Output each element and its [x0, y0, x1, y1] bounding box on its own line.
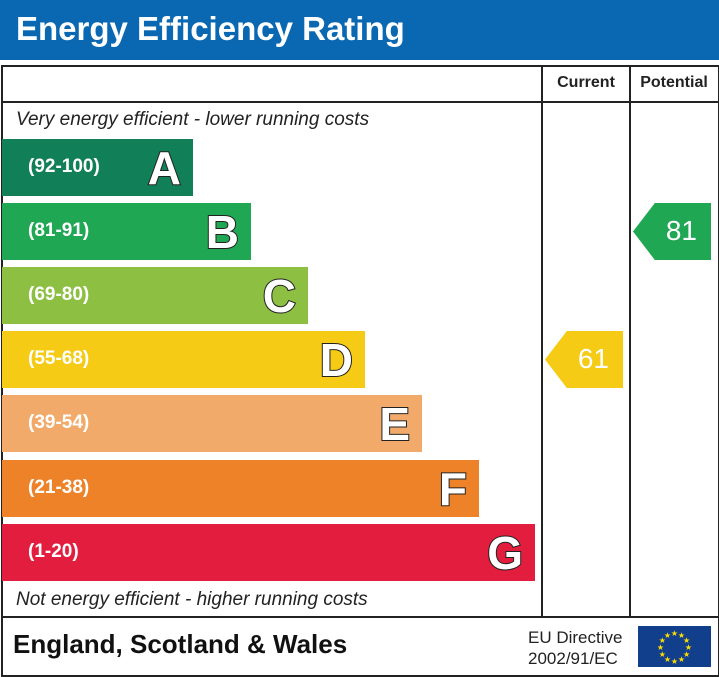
eu-flag-icon: ★ ★ ★ ★ ★ ★ ★ ★ ★ ★ ★ ★ — [638, 626, 711, 667]
band-letter: F — [438, 462, 468, 516]
divider — [1, 101, 718, 103]
eu-directive: EU Directive 2002/91/EC — [528, 627, 622, 669]
star-icon: ★ — [685, 643, 692, 652]
directive-line1: EU Directive — [528, 628, 623, 647]
star-icon: ★ — [683, 636, 690, 645]
band-range: (81-91) — [28, 220, 90, 241]
page-title: Energy Efficiency Rating — [16, 10, 405, 47]
divider — [629, 65, 631, 618]
column-header-potential: Potential — [640, 74, 708, 91]
band-g: (1-20) G — [2, 524, 535, 581]
band-range: (92-100) — [28, 156, 100, 177]
star-icon: ★ — [671, 629, 678, 638]
band-e: (39-54) E — [2, 395, 422, 452]
band-letter: D — [319, 333, 354, 387]
star-icon: ★ — [659, 636, 666, 645]
bottom-note: Not energy efficient - higher running co… — [16, 589, 368, 610]
band-letter: C — [262, 269, 297, 323]
band-letter: B — [205, 205, 240, 259]
star-icon: ★ — [678, 655, 685, 664]
star-icon: ★ — [678, 631, 685, 640]
star-icon: ★ — [664, 631, 671, 640]
band-range: (55-68) — [28, 348, 90, 369]
current-rating-value: 61 — [577, 343, 609, 374]
band-c: (69-80) C — [2, 267, 308, 324]
band-range: (39-54) — [28, 412, 90, 433]
band-letter: E — [378, 397, 411, 451]
star-icon: ★ — [659, 650, 666, 659]
band-a: (92-100) A — [2, 139, 193, 196]
country-label: England, Scotland & Wales — [13, 629, 348, 659]
star-icon: ★ — [657, 643, 664, 652]
divider — [541, 65, 543, 618]
band-letter: A — [147, 141, 182, 195]
band-range: (21-38) — [28, 477, 90, 498]
directive-line2: 2002/91/EC — [528, 649, 618, 668]
divider — [1, 616, 718, 618]
band-f: (21-38) F — [2, 460, 479, 517]
header-bar — [0, 0, 719, 60]
band-letter: G — [486, 526, 524, 580]
band-b: (81-91) B — [2, 203, 251, 260]
top-note: Very energy efficient - lower running co… — [16, 109, 370, 130]
star-icon: ★ — [683, 650, 690, 659]
band-d: (55-68) D — [2, 331, 365, 388]
star-icon: ★ — [664, 655, 671, 664]
star-icon: ★ — [671, 657, 678, 666]
potential-rating-value: 81 — [665, 215, 697, 246]
band-range: (69-80) — [28, 284, 90, 305]
band-range: (1-20) — [28, 541, 79, 562]
column-header-current: Current — [557, 74, 615, 91]
